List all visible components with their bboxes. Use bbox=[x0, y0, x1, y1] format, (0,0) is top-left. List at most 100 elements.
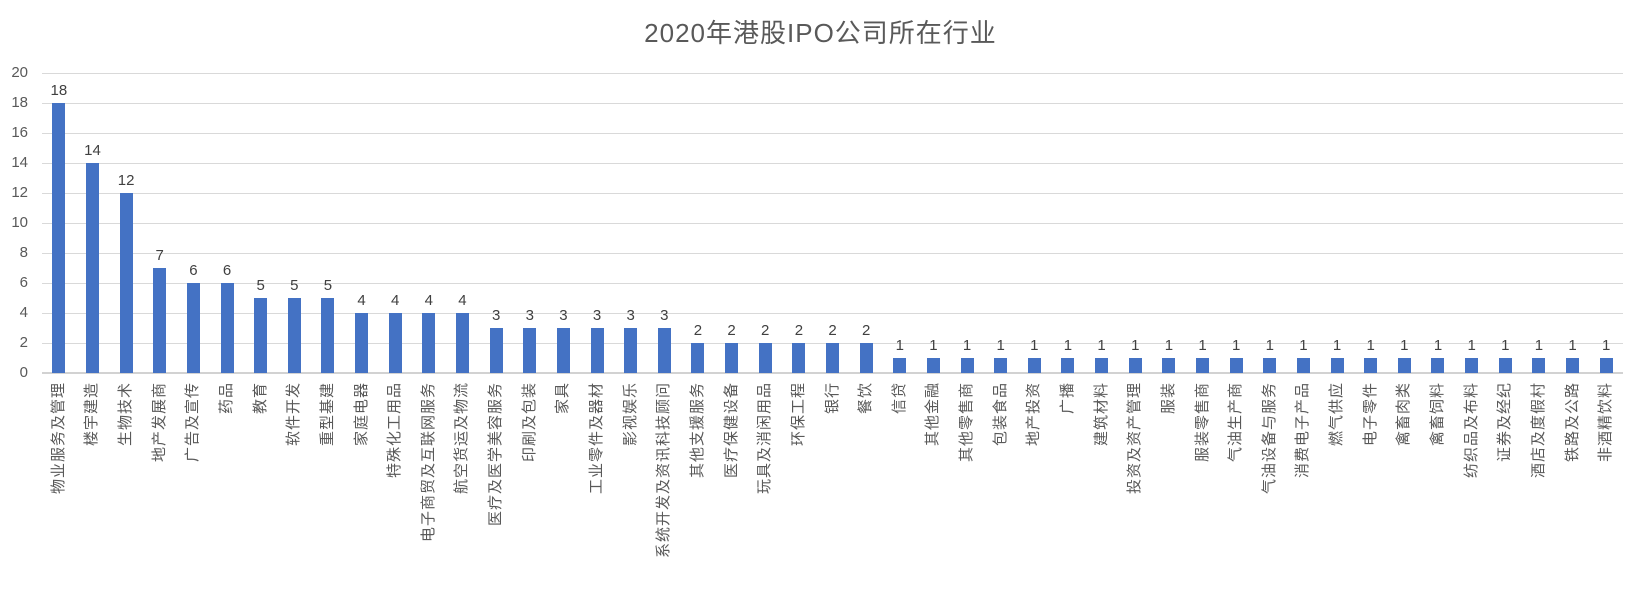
bar bbox=[1431, 358, 1445, 373]
y-axis-tick-label: 4 bbox=[19, 304, 28, 321]
category-label: 禽畜饲料 bbox=[1428, 382, 1446, 447]
gridline bbox=[42, 283, 1623, 284]
bar bbox=[388, 313, 402, 373]
category-label: 电子商贸及互联网服务 bbox=[419, 382, 437, 543]
bar bbox=[893, 358, 907, 373]
bar bbox=[1263, 358, 1277, 373]
bar bbox=[1465, 358, 1479, 373]
category-label: 玩具及消闲用品 bbox=[756, 382, 774, 495]
bar bbox=[1128, 358, 1142, 373]
bar-value-label: 1 bbox=[1366, 337, 1375, 354]
bar bbox=[422, 313, 436, 373]
y-axis-tick-label: 18 bbox=[11, 94, 28, 111]
category-label: 包装食品 bbox=[991, 382, 1009, 447]
bar-value-label: 5 bbox=[323, 277, 333, 294]
bar bbox=[725, 343, 739, 373]
bar-value-label: 1 bbox=[1467, 337, 1476, 354]
bar-value-label: 1 bbox=[1097, 337, 1106, 354]
bar bbox=[556, 328, 570, 373]
bar bbox=[52, 103, 66, 373]
bar-value-label: 2 bbox=[727, 322, 736, 339]
category-label: 其他零售商 bbox=[958, 382, 976, 463]
bar-value-label: 1 bbox=[929, 337, 938, 354]
bar bbox=[1364, 358, 1378, 373]
bar-value-label: 5 bbox=[256, 277, 265, 294]
y-axis-tick-label: 10 bbox=[11, 214, 28, 231]
bar-value-label: 1 bbox=[1534, 337, 1544, 354]
category-label: 地产发展商 bbox=[150, 382, 168, 463]
bar-value-label: 3 bbox=[660, 307, 669, 324]
bar bbox=[1498, 358, 1512, 373]
bar-value-label: 2 bbox=[861, 322, 871, 339]
bar bbox=[119, 193, 133, 373]
bar-value-label: 18 bbox=[50, 82, 68, 99]
category-label: 禽畜肉类 bbox=[1395, 382, 1413, 447]
category-label: 物业服务及管理 bbox=[49, 382, 67, 495]
bar bbox=[489, 328, 503, 373]
y-axis-tick-label: 14 bbox=[11, 154, 28, 171]
bar-value-label: 6 bbox=[189, 262, 198, 279]
category-label: 系统开发及资讯科技顾问 bbox=[655, 382, 673, 559]
category-label: 服装 bbox=[1159, 382, 1177, 415]
category-label: 服装零售商 bbox=[1193, 382, 1211, 463]
category-label: 建筑材料 bbox=[1092, 382, 1110, 447]
bar-value-label: 1 bbox=[1063, 337, 1073, 354]
bar-value-label: 7 bbox=[155, 247, 164, 264]
category-label: 酒店及度假村 bbox=[1529, 382, 1547, 479]
category-label: 气油生产商 bbox=[1227, 382, 1245, 463]
bar bbox=[220, 283, 234, 373]
bar bbox=[1162, 358, 1176, 373]
bar bbox=[926, 358, 940, 373]
bar-value-label: 1 bbox=[1231, 337, 1241, 354]
bar bbox=[1229, 358, 1243, 373]
bar-value-label: 2 bbox=[761, 322, 770, 339]
category-label: 影视娱乐 bbox=[621, 382, 639, 447]
category-label: 家具 bbox=[554, 382, 572, 415]
bar bbox=[287, 298, 301, 373]
category-label: 燃气供应 bbox=[1328, 382, 1346, 447]
bar bbox=[1330, 358, 1344, 373]
category-label: 教育 bbox=[251, 382, 269, 415]
chart-title: 2020年港股IPO公司所在行业 bbox=[644, 18, 997, 48]
bar-value-label: 3 bbox=[491, 307, 501, 324]
category-label: 投资及资产管理 bbox=[1126, 382, 1144, 495]
bar bbox=[455, 313, 469, 373]
bar-value-label: 6 bbox=[222, 262, 232, 279]
bar bbox=[590, 328, 604, 373]
category-label: 环保工程 bbox=[789, 382, 807, 447]
category-label: 医疗及医学美容服务 bbox=[487, 382, 505, 527]
bar-value-label: 1 bbox=[1332, 337, 1342, 354]
gridline bbox=[42, 193, 1623, 194]
category-label: 软件开发 bbox=[285, 382, 303, 447]
plot-area: 18 物业服务及管理 14 楼宇建造 12 生物技术 7 地产发展商 6 广告及宣传 6 药品 5 教育 5… bbox=[42, 73, 1623, 558]
bar-value-label: 1 bbox=[1501, 337, 1510, 354]
bar bbox=[186, 283, 200, 373]
bar bbox=[826, 343, 839, 373]
gridline bbox=[42, 223, 1623, 224]
bar-value-label: 1 bbox=[1198, 337, 1207, 354]
category-label: 印刷及包装 bbox=[520, 382, 538, 463]
bar bbox=[523, 328, 537, 373]
category-label: 广播 bbox=[1058, 382, 1076, 415]
bar-value-label: 3 bbox=[559, 307, 568, 324]
bar-value-label: 12 bbox=[117, 172, 135, 189]
bar-value-label: 2 bbox=[828, 322, 837, 339]
bar bbox=[657, 328, 671, 373]
bar-value-label: 1 bbox=[962, 337, 972, 354]
bar bbox=[1061, 358, 1075, 373]
y-axis-tick-label: 2 bbox=[19, 334, 28, 351]
bar bbox=[994, 358, 1008, 373]
category-label: 广告及宣传 bbox=[184, 382, 202, 463]
category-label: 消费电子产品 bbox=[1294, 382, 1312, 479]
gridline bbox=[42, 163, 1623, 164]
category-label: 家庭电器 bbox=[352, 382, 370, 447]
gridline bbox=[42, 253, 1623, 254]
bar-value-label: 3 bbox=[592, 307, 602, 324]
bar-value-label: 4 bbox=[391, 292, 400, 309]
bar bbox=[691, 343, 705, 373]
y-axis-tick-label: 6 bbox=[19, 274, 28, 291]
gridline bbox=[42, 313, 1623, 314]
bar-value-label: 2 bbox=[794, 322, 804, 339]
category-label: 特殊化工用品 bbox=[386, 382, 404, 479]
category-label: 工业零件及器材 bbox=[588, 382, 606, 495]
